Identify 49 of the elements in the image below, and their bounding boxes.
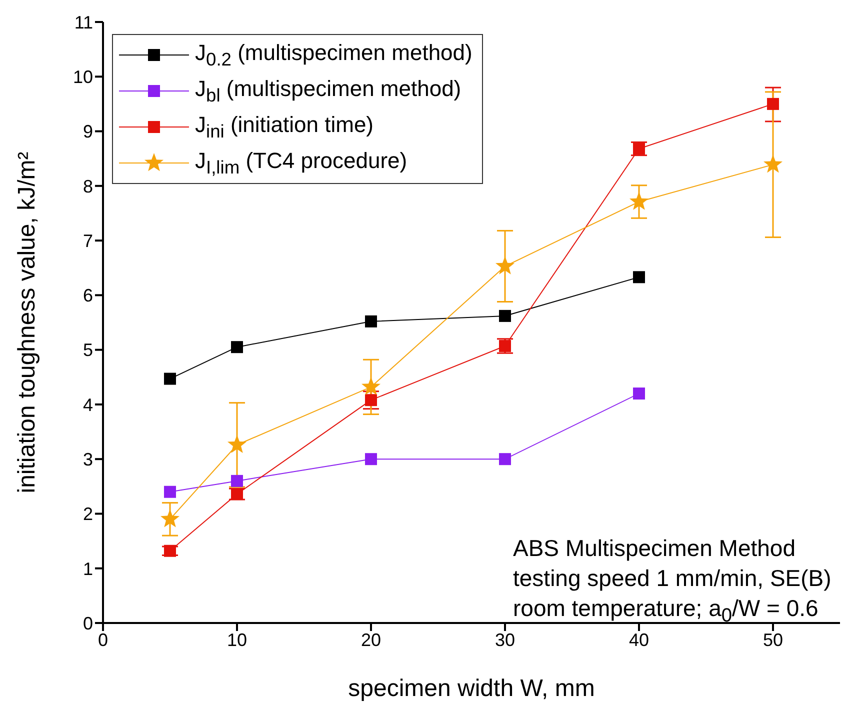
point bbox=[164, 544, 176, 557]
point bbox=[160, 509, 180, 528]
annotation: room temperature; a$_{0}$/W = 0.6 bbox=[513, 594, 820, 629]
x-axis-title: specimen width W, mm bbox=[348, 675, 595, 702]
point bbox=[231, 474, 243, 487]
point bbox=[633, 388, 645, 400]
point bbox=[495, 256, 515, 274]
point bbox=[767, 98, 779, 110]
x-tick-label: 10 bbox=[226, 630, 248, 650]
y-tick-label: 5 bbox=[82, 340, 93, 360]
x-tick-label: 40 bbox=[628, 630, 650, 650]
annotation: testing speed 1 mm/min, SE(B) bbox=[513, 564, 832, 593]
point bbox=[164, 486, 176, 498]
point bbox=[499, 310, 511, 322]
x-tick-label: 0 bbox=[98, 630, 108, 650]
x-tick-label: 30 bbox=[494, 630, 516, 650]
point bbox=[633, 271, 645, 284]
legend-label: J$_{bl}$ (multispecimen method) bbox=[195, 76, 462, 106]
point bbox=[227, 434, 247, 453]
point bbox=[231, 488, 243, 500]
point bbox=[361, 376, 381, 396]
point bbox=[499, 453, 511, 466]
point bbox=[365, 453, 377, 466]
x-tick-label: 20 bbox=[360, 630, 382, 650]
point bbox=[231, 341, 243, 354]
point bbox=[763, 154, 783, 173]
point bbox=[365, 394, 377, 406]
y-tick-label: 9 bbox=[82, 122, 93, 142]
point bbox=[365, 315, 377, 328]
y-tick-label: 0 bbox=[82, 613, 93, 634]
y-tick-label: 7 bbox=[82, 230, 93, 251]
y-tick-label: 10 bbox=[72, 67, 93, 88]
y-tick-label: 11 bbox=[74, 12, 93, 32]
point bbox=[499, 340, 511, 352]
y-axis-title: initiation toughness value, kJ/m² bbox=[14, 152, 41, 494]
annotation: ABS Multispecimen Method bbox=[513, 534, 797, 563]
y-tick-label: 2 bbox=[82, 504, 93, 524]
legend-label: J$_{I,lim}$ (TC4 procedure) bbox=[195, 148, 408, 178]
y-tick-label: 6 bbox=[82, 286, 93, 306]
point bbox=[629, 192, 649, 210]
y-tick-label: 8 bbox=[82, 176, 93, 196]
y-tick-label: 4 bbox=[82, 394, 93, 415]
x-tick-label: 50 bbox=[762, 630, 784, 650]
y-tick-label: 3 bbox=[82, 449, 93, 470]
point bbox=[164, 372, 176, 385]
legend-label: J$_{0.2}$ (multispecimen method) bbox=[195, 40, 472, 70]
legend-label: J$_{ini}$ (initiation time) bbox=[195, 112, 374, 142]
y-tick-label: 1 bbox=[82, 558, 93, 579]
point bbox=[633, 142, 645, 155]
